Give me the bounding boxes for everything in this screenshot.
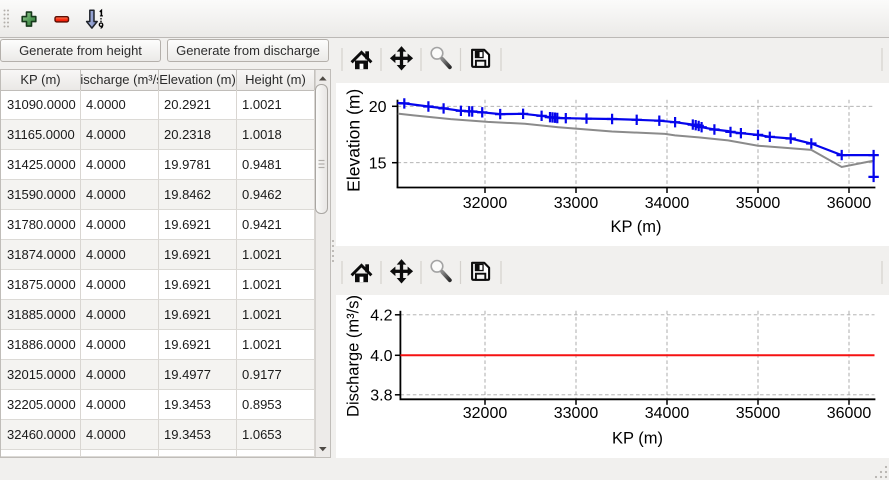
- svg-text:Discharge (m³/s): Discharge (m³/s): [345, 295, 363, 417]
- svg-text:36000: 36000: [827, 195, 872, 212]
- svg-text:36000: 36000: [827, 405, 872, 422]
- svg-text:34000: 34000: [645, 405, 690, 422]
- svg-text:KP (m): KP (m): [612, 430, 663, 448]
- svg-text:33000: 33000: [554, 195, 599, 212]
- svg-text:33000: 33000: [554, 405, 599, 422]
- svg-text:15: 15: [369, 155, 387, 172]
- svg-text:20: 20: [369, 99, 387, 116]
- svg-text:32000: 32000: [463, 195, 508, 212]
- svg-text:34000: 34000: [645, 195, 690, 212]
- svg-text:4.0: 4.0: [370, 348, 392, 365]
- svg-text:32000: 32000: [463, 405, 508, 422]
- svg-text:35000: 35000: [736, 195, 781, 212]
- svg-text:4.2: 4.2: [370, 308, 392, 325]
- svg-text:3.8: 3.8: [370, 388, 392, 405]
- svg-text:KP (m): KP (m): [610, 218, 661, 236]
- svg-text:35000: 35000: [736, 405, 781, 422]
- svg-text:Elevation (m): Elevation (m): [344, 89, 364, 192]
